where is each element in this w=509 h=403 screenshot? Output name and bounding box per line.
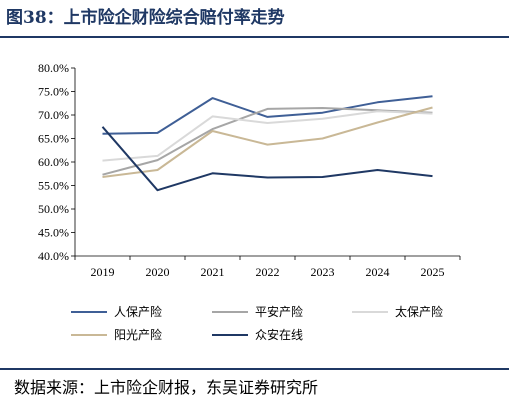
legend-label-4: 阳光产险 <box>114 327 162 342</box>
y-tick-label: 50.0% <box>38 202 69 216</box>
series-lines <box>101 95 433 192</box>
y-tick-label: 65.0% <box>38 132 69 146</box>
y-tick-label: 75.0% <box>38 85 69 99</box>
legend-label-2: 平安产险 <box>255 304 303 319</box>
source-note: 数据来源：上市险企财报，东吴证券研究所 <box>14 378 319 397</box>
legend-label-3: 太保产险 <box>395 304 443 319</box>
series-line-4 <box>102 106 433 178</box>
series-line-3 <box>102 110 433 162</box>
series-line-2 <box>102 107 433 176</box>
x-tick-label: 2023 <box>311 265 335 279</box>
legend-label-1: 人保产险 <box>114 304 162 319</box>
x-tick-label: 2025 <box>421 265 445 279</box>
y-tick-label: 70.0% <box>38 108 69 122</box>
y-tick-label: 40.0% <box>38 249 69 263</box>
title-rule <box>0 36 509 38</box>
x-tick-label: 2021 <box>201 265 225 279</box>
series-line-5 <box>101 126 433 192</box>
source-rule <box>0 368 509 370</box>
x-tick-label: 2020 <box>146 265 170 279</box>
x-tick-label: 2024 <box>366 265 390 279</box>
y-axis-ticks: 40.0% 45.0% 50.0% 55.0% 60.0% 65.0% 70.0% 75.0%… <box>38 61 75 263</box>
y-tick-label: 60.0% <box>38 155 69 169</box>
y-tick-label: 45.0% <box>38 226 69 240</box>
y-tick-label: 55.0% <box>38 179 69 193</box>
legend-label-5: 众安在线 <box>255 327 303 342</box>
figure-title: 图38：上市险企财险综合赔付率走势 <box>6 8 285 28</box>
x-axis-ticks: 2019 2020 2021 2022 2023 2024 2025 <box>74 256 461 279</box>
x-tick-label: 2022 <box>256 265 280 279</box>
x-tick-label: 2019 <box>91 265 115 279</box>
series-line-1 <box>102 95 433 135</box>
y-tick-label: 80.0% <box>38 61 69 75</box>
